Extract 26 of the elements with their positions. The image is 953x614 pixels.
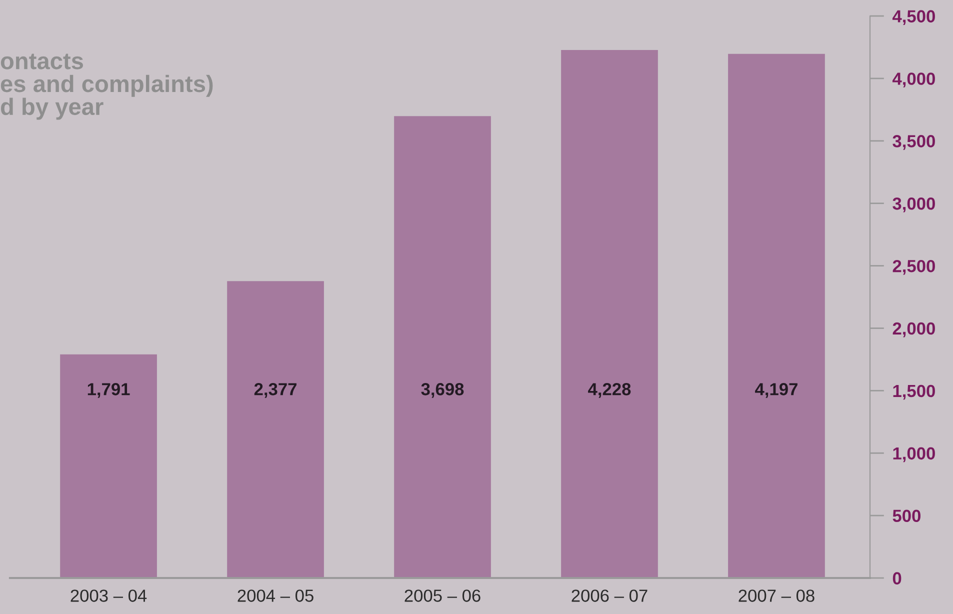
y-tick-label: 500 xyxy=(892,510,920,522)
x-tick-label: 2003 – 04 xyxy=(70,590,147,602)
data-label: 4,228 xyxy=(588,383,631,398)
bar xyxy=(394,116,491,578)
y-tick-label: 3,500 xyxy=(892,135,935,150)
bar xyxy=(60,354,157,578)
y-tick-label: 3,000 xyxy=(892,198,935,212)
x-tick-label: 2004 – 05 xyxy=(238,590,314,602)
y-tick-label: 2,000 xyxy=(892,322,935,338)
y-tick-label: 0 xyxy=(892,572,902,584)
x-tick-label: 2007 – 08 xyxy=(738,590,814,602)
data-label: 4,197 xyxy=(755,383,798,398)
x-tick-label: 2006 – 07 xyxy=(572,590,648,602)
y-tick-label: 4,000 xyxy=(892,72,935,88)
data-label: 1,791 xyxy=(88,383,130,398)
data-label: 2,377 xyxy=(254,383,296,398)
x-tick-label: 2005 – 06 xyxy=(404,590,480,602)
y-tick-label: 4,500 xyxy=(892,10,935,25)
y-tick-label: 1,000 xyxy=(893,447,935,462)
text: ontacts es and complaints) d by year xyxy=(0,54,213,120)
y-tick-label: 2,500 xyxy=(892,260,935,275)
bar xyxy=(561,50,658,578)
y-tick-label: 1,500 xyxy=(893,384,935,400)
bar xyxy=(728,54,825,578)
bar xyxy=(227,281,324,578)
data-label: 3,698 xyxy=(421,383,464,398)
